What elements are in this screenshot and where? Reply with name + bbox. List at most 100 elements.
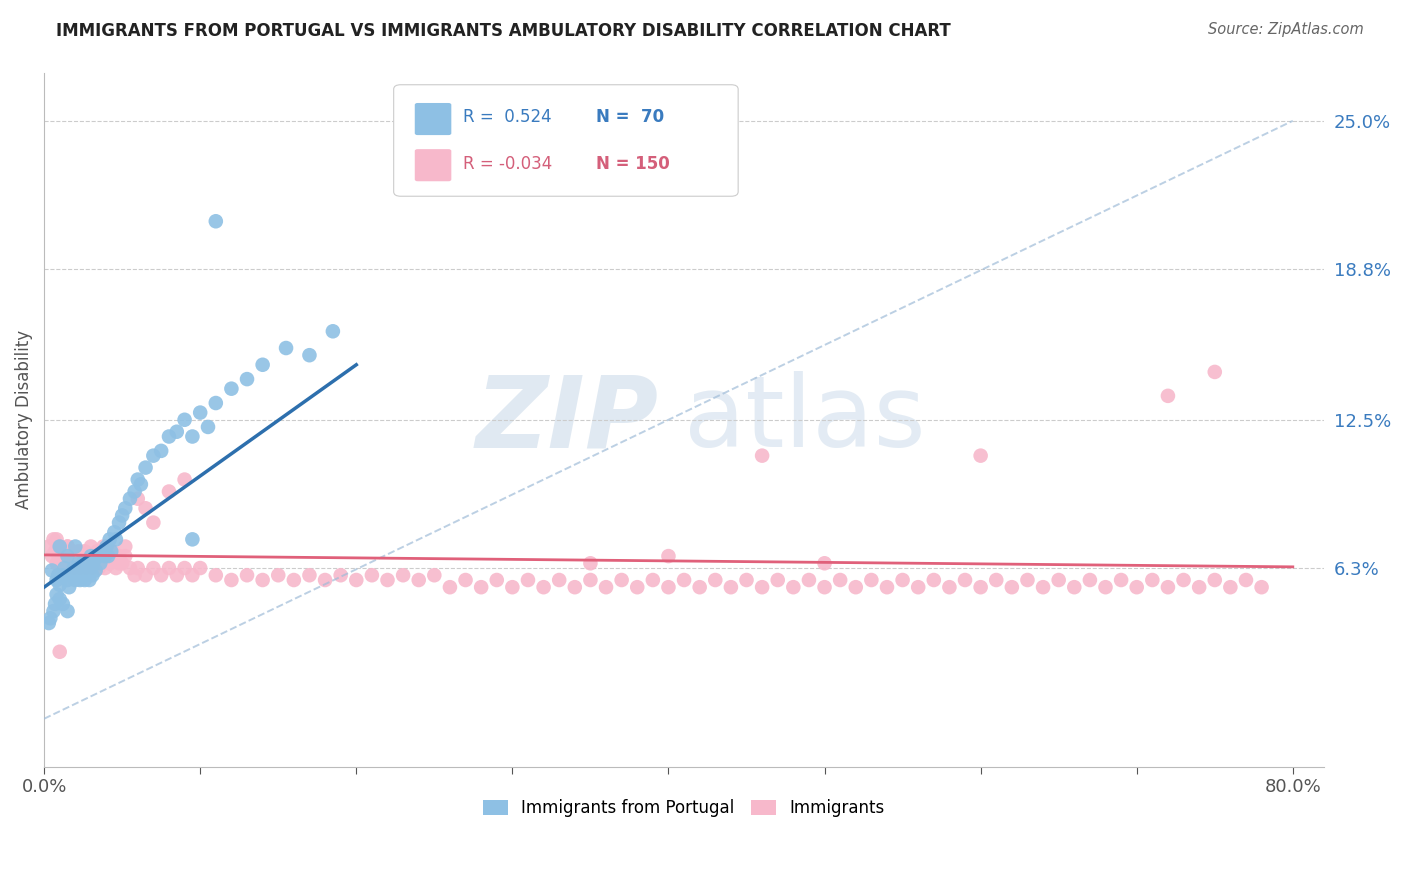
Point — [111, 556, 134, 570]
Point — [48, 540, 70, 554]
Point — [813, 556, 835, 570]
Point — [90, 556, 112, 570]
Point — [236, 372, 259, 386]
Point — [127, 491, 149, 506]
Point — [1094, 580, 1116, 594]
Point — [548, 573, 571, 587]
Point — [150, 568, 173, 582]
Point — [298, 568, 321, 582]
Point — [84, 564, 107, 578]
Point — [56, 604, 79, 618]
Point — [65, 549, 87, 563]
Text: N =  70: N = 70 — [596, 108, 664, 126]
Point — [813, 580, 835, 594]
Point — [58, 580, 80, 594]
Point — [252, 573, 274, 587]
Point — [82, 561, 104, 575]
Point — [641, 573, 664, 587]
Point — [1173, 573, 1195, 587]
Point — [157, 484, 180, 499]
Point — [439, 580, 461, 594]
Point — [118, 561, 141, 575]
Point — [377, 573, 399, 587]
Point — [80, 549, 103, 563]
Point — [797, 573, 820, 587]
Point — [860, 573, 883, 587]
Point — [44, 597, 66, 611]
Point — [76, 556, 98, 570]
Point — [1078, 573, 1101, 587]
Point — [344, 573, 367, 587]
Point — [181, 429, 204, 443]
Point — [83, 549, 105, 563]
Point — [66, 556, 89, 570]
Point — [485, 573, 508, 587]
Point — [72, 568, 94, 582]
Point — [98, 556, 121, 570]
Point — [283, 573, 305, 587]
Point — [124, 568, 146, 582]
Point — [62, 561, 84, 575]
Point — [45, 587, 67, 601]
Point — [48, 592, 70, 607]
Point — [610, 573, 633, 587]
Point — [96, 549, 118, 563]
Point — [97, 549, 120, 563]
Text: atlas: atlas — [685, 371, 925, 468]
Point — [45, 573, 67, 587]
Point — [56, 540, 79, 554]
Point — [751, 580, 773, 594]
Point — [80, 561, 103, 575]
Point — [969, 449, 991, 463]
Point — [67, 544, 90, 558]
Point — [101, 544, 124, 558]
Point — [83, 554, 105, 568]
Point — [127, 561, 149, 575]
Point — [45, 533, 67, 547]
Point — [1125, 580, 1147, 594]
Point — [66, 568, 89, 582]
Point — [72, 556, 94, 570]
Point — [423, 568, 446, 582]
Point — [103, 525, 125, 540]
Point — [322, 324, 344, 338]
Point — [104, 561, 127, 575]
Point — [197, 420, 219, 434]
Legend: Immigrants from Portugal, Immigrants: Immigrants from Portugal, Immigrants — [477, 793, 891, 824]
Point — [204, 568, 226, 582]
Point — [720, 580, 742, 594]
Point — [108, 556, 131, 570]
Point — [108, 516, 131, 530]
Point — [103, 549, 125, 563]
Point — [73, 544, 96, 558]
Point — [114, 501, 136, 516]
Point — [46, 540, 69, 554]
Point — [72, 556, 94, 570]
Point — [135, 460, 157, 475]
Point — [181, 533, 204, 547]
Point — [114, 549, 136, 563]
Point — [1188, 580, 1211, 594]
Point — [142, 561, 165, 575]
Point — [67, 556, 90, 570]
Point — [56, 549, 79, 563]
Point — [48, 549, 70, 563]
Point — [72, 549, 94, 563]
Point — [127, 473, 149, 487]
Point — [204, 396, 226, 410]
Y-axis label: Ambulatory Disability: Ambulatory Disability — [15, 330, 32, 509]
Point — [98, 556, 121, 570]
Point — [267, 568, 290, 582]
Point — [236, 568, 259, 582]
Point — [42, 533, 65, 547]
Point — [657, 580, 679, 594]
Point — [830, 573, 852, 587]
Point — [188, 406, 211, 420]
Point — [41, 564, 63, 578]
Point — [595, 580, 617, 594]
Point — [114, 540, 136, 554]
Point — [82, 568, 104, 582]
Text: R =  0.524: R = 0.524 — [463, 108, 551, 126]
Point — [704, 573, 727, 587]
Point — [53, 549, 76, 563]
